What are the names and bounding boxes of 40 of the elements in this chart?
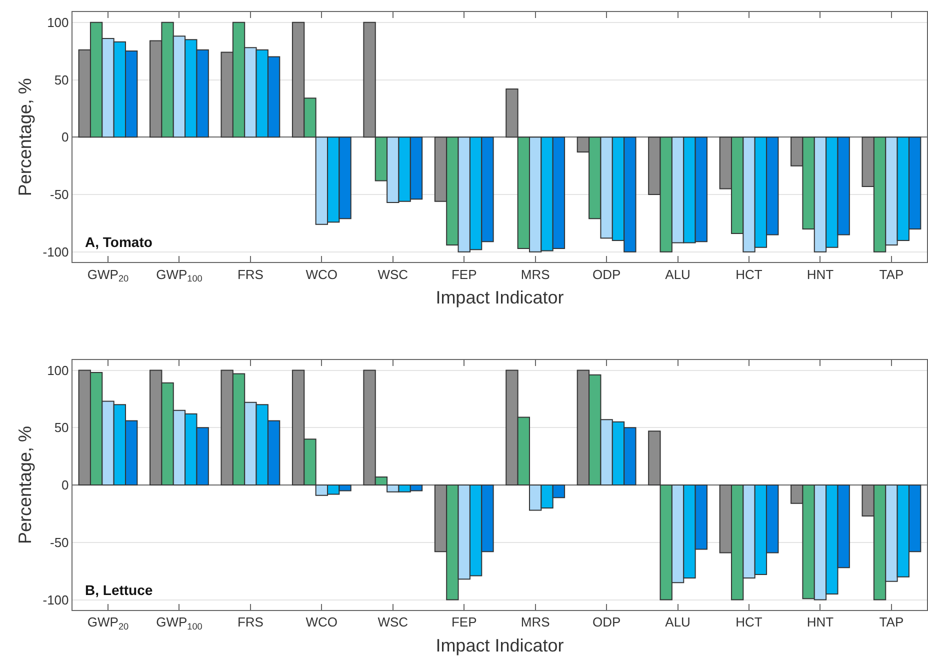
annotation: A, Tomato: [85, 234, 152, 250]
x-tick-label: FEP: [451, 614, 477, 630]
x-tick-label: GWP$_{20}$: [87, 614, 129, 632]
x-tick-label: TAP: [879, 266, 904, 282]
y-tick-label: 50: [54, 72, 69, 88]
annotation: B, Lettuce: [85, 582, 153, 598]
y-tick-label: 100: [47, 14, 69, 30]
x-tick-label: ALU: [665, 266, 690, 282]
y-tick-label: -50: [50, 187, 69, 202]
x-tick-label: FEP: [451, 266, 477, 282]
x-tick-label: GWP$_{100}$: [156, 266, 202, 284]
x-tick-label: HNT: [806, 614, 834, 630]
x-tick-label: WSC: [378, 614, 408, 630]
y-tick-label: 100: [47, 362, 69, 378]
y-tick-label: -100: [42, 592, 69, 608]
y-axis-title: Percentage, %: [14, 426, 35, 544]
x-tick-label: ODP: [592, 614, 621, 630]
x-tick-label: TAP: [879, 614, 904, 630]
x-tick-label: ALU: [665, 614, 690, 630]
x-tick-label: HCT: [736, 614, 762, 630]
x-axis-title: Impact Indicator: [436, 288, 564, 308]
x-tick-label: FRS: [237, 614, 264, 630]
y-axis-title: Percentage, %: [14, 78, 35, 196]
y-tick-label: -50: [50, 534, 69, 550]
x-tick-label: MRS: [520, 266, 550, 282]
x-tick-label: HCT: [736, 266, 762, 282]
x-tick-label: ODP: [592, 266, 621, 282]
x-tick-label: FRS: [237, 266, 264, 282]
x-tick-label: WSC: [378, 266, 408, 282]
x-tick-label: MRS: [520, 614, 550, 630]
x-tick-label: WCO: [306, 266, 338, 282]
y-tick-label: -100: [42, 244, 69, 260]
x-tick-label: GWP$_{100}$: [156, 614, 202, 632]
y-tick-label: 0: [62, 478, 69, 493]
x-axis-title: Impact Indicator: [436, 636, 564, 656]
x-tick-label: WCO: [306, 614, 338, 630]
y-tick-label: 0: [62, 130, 69, 145]
y-tick-label: 50: [54, 420, 69, 436]
x-tick-label: HNT: [806, 266, 834, 282]
x-tick-label: GWP$_{20}$: [87, 266, 129, 284]
